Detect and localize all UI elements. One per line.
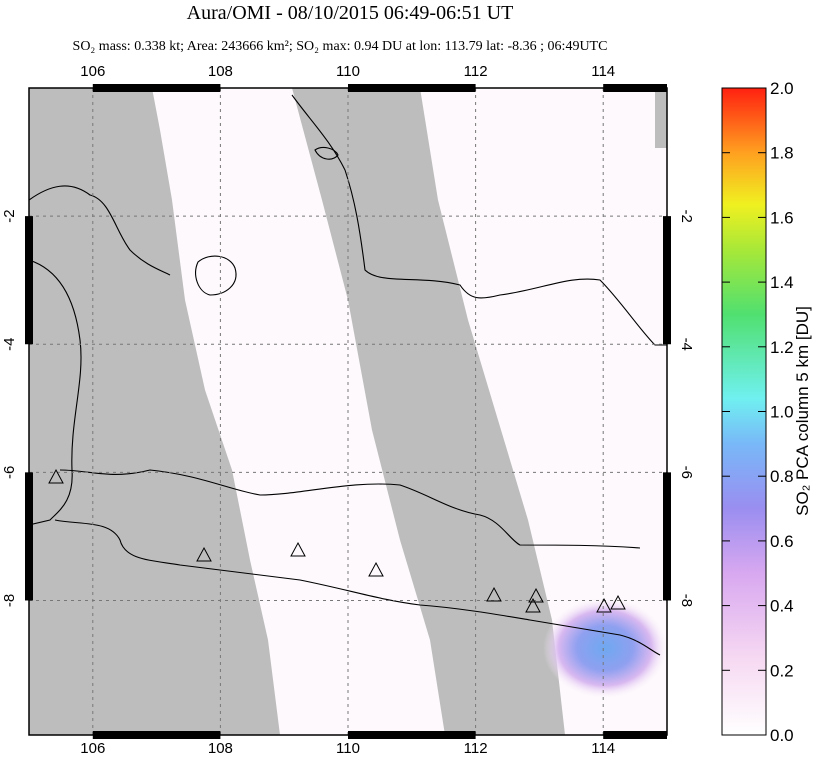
axis-bar [92,84,221,92]
colorbar-tick-label: 0.0 [770,726,794,745]
title: Aura/OMI - 08/10/2015 06:49-06:51 UT [187,2,514,24]
volcano [525,597,541,613]
no-data-swath [292,88,565,735]
axis-bar [663,472,671,601]
axis-bar [25,216,33,345]
axis-bar [348,731,476,739]
colorbar-tick-label: 1.2 [770,338,794,357]
coastline [29,185,171,526]
volcano [196,546,212,562]
x-tick-label: 114 [591,63,615,80]
colorbar-label: SO₂ PCA column 5 km [DU] [793,306,812,516]
volcano [486,586,502,602]
axis-bar [92,731,221,739]
y-tick-label: -2 [678,209,695,222]
y-tick-label: -2 [1,209,18,222]
x-tick-label: 112 [464,740,488,757]
volcano [610,594,626,610]
x-tick-label: 114 [591,740,615,757]
colorbar-tick-label: 0.8 [770,467,794,486]
x-tick-label: 108 [208,63,233,80]
axis-bar [663,216,671,345]
volcano [290,541,306,557]
y-tick-label: -6 [678,466,695,479]
colorbar-tick-label: 1.8 [770,144,794,163]
x-tick-label: 108 [208,740,233,757]
axis-bar [603,84,667,92]
axis-bar [348,84,476,92]
no-data-edge [29,88,33,735]
y-tick-label: -6 [1,466,18,479]
x-tick-label: 110 [336,63,360,80]
colorbar-tick-label: 0.2 [770,661,794,680]
coastline [54,469,661,656]
y-tick-label: -8 [678,594,695,607]
x-tick-label: 110 [336,740,360,757]
volcano [368,561,384,577]
colorbar-tick-label: 1.4 [770,273,794,292]
y-tick-label: -4 [1,338,18,351]
volcano [528,587,544,603]
axis-bar [603,731,667,739]
no-data-swath [29,88,280,735]
y-tick-label: -4 [678,338,695,351]
colorbar-tick-label: 1.0 [770,403,794,422]
y-tick-label: -8 [1,594,18,607]
x-tick-label: 106 [80,740,105,757]
colorbar-tick-label: 1.6 [770,208,794,227]
coastline [291,94,667,346]
map [29,88,667,735]
volcano [596,597,612,613]
colorbar-tick-label: 0.6 [770,532,794,551]
island [195,255,237,296]
x-tick-label: 112 [464,63,488,80]
x-tick-label: 106 [80,63,105,80]
subtitle: SO₂ mass: 0.338 kt; Area: 243666 km²; SO… [73,39,608,54]
so2-plume [543,598,667,698]
colorbar-tick-label: 0.4 [770,597,794,616]
volcanoes [48,468,626,613]
colorbar-tick-label: 2.0 [770,79,794,98]
island [314,146,339,160]
no-data-edge [655,88,667,148]
volcano [48,468,64,484]
axis-bar [25,472,33,601]
